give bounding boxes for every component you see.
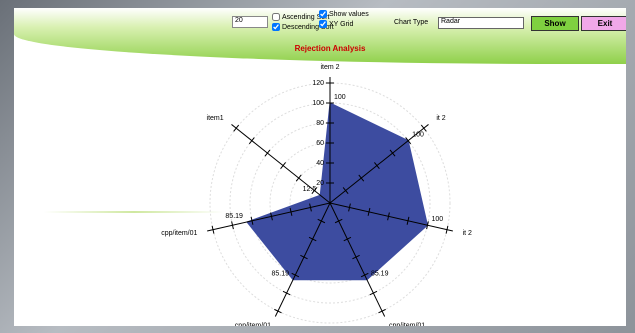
checkbox-label: Descending Sort bbox=[282, 23, 334, 31]
axis-label: item 2 bbox=[320, 64, 339, 71]
tick-mark bbox=[250, 216, 254, 225]
tick-mark bbox=[378, 308, 386, 314]
tick-mark bbox=[317, 218, 326, 224]
tick-mark bbox=[387, 212, 390, 221]
tick-mark bbox=[367, 207, 371, 216]
axis-label: cpp/item/01 bbox=[235, 322, 271, 326]
tick-mark bbox=[280, 162, 286, 170]
exit-button[interactable]: Exit bbox=[581, 16, 626, 31]
tick-mark bbox=[282, 290, 291, 296]
tick-mark bbox=[270, 212, 273, 221]
tick-mark bbox=[374, 162, 380, 170]
checkbox-label: Show values bbox=[329, 10, 369, 18]
xy-grid[interactable]: XY Grid bbox=[319, 20, 353, 28]
descending-sort[interactable]: Descending Sort bbox=[272, 23, 334, 31]
checkbox[interactable] bbox=[319, 10, 327, 18]
tick-mark bbox=[426, 221, 429, 230]
checkbox-label: XY Grid bbox=[329, 20, 354, 28]
chart-type-label: Chart Type bbox=[394, 19, 429, 26]
r-tick-label: 40 bbox=[316, 160, 324, 167]
tick-mark bbox=[248, 137, 255, 145]
tick-mark bbox=[406, 216, 410, 225]
show-button[interactable]: Show bbox=[531, 16, 579, 31]
axis-line bbox=[207, 202, 331, 232]
axis-line bbox=[231, 124, 331, 204]
r-tick-label: 80 bbox=[316, 120, 324, 127]
r-tick-label: 100 bbox=[312, 100, 324, 107]
tick-mark bbox=[291, 272, 300, 278]
tick-mark bbox=[358, 174, 365, 182]
tick-mark bbox=[231, 221, 234, 230]
tick-mark bbox=[274, 308, 282, 314]
tick-mark bbox=[445, 225, 449, 234]
decor-line bbox=[44, 211, 224, 213]
value-label: 85.19 bbox=[371, 271, 389, 278]
tick-mark bbox=[308, 236, 317, 242]
tick-mark bbox=[233, 124, 240, 132]
axis-label: it 2 bbox=[436, 115, 445, 122]
show-values[interactable]: Show values bbox=[319, 10, 369, 18]
axis-label: item1 bbox=[207, 115, 224, 122]
tick-mark bbox=[405, 137, 412, 145]
tick-mark bbox=[348, 203, 351, 212]
axis-line bbox=[329, 202, 386, 317]
tick-mark bbox=[420, 124, 427, 132]
tick-mark bbox=[352, 254, 360, 260]
value-label: 100 bbox=[431, 216, 443, 223]
tick-mark bbox=[343, 236, 352, 242]
tick-mark bbox=[309, 203, 312, 212]
r-tick-label: 20 bbox=[316, 180, 324, 187]
value-label: 85.19 bbox=[225, 213, 243, 220]
tick-mark bbox=[289, 207, 293, 216]
tick-mark bbox=[295, 174, 302, 182]
r-tick-label: 120 bbox=[312, 80, 324, 87]
grid-circle bbox=[229, 102, 431, 304]
tick-mark bbox=[389, 149, 396, 157]
value-label: 100 bbox=[334, 94, 346, 101]
axis-line bbox=[274, 202, 331, 317]
axis-line bbox=[329, 202, 453, 232]
tick-mark bbox=[360, 272, 369, 278]
tick-mark bbox=[264, 149, 271, 157]
checkbox-label: Ascending Sort bbox=[282, 13, 330, 21]
checkbox[interactable] bbox=[272, 13, 280, 21]
axis-label: cpp/item/01 bbox=[389, 322, 425, 326]
value-label: 100 bbox=[412, 131, 424, 138]
value-label: 12.5 bbox=[303, 186, 317, 193]
value-label: 85.19 bbox=[272, 271, 290, 278]
tick-mark bbox=[369, 290, 378, 296]
tick-mark bbox=[342, 187, 349, 194]
count-input[interactable]: 20 bbox=[232, 16, 268, 28]
r-tick-label: 60 bbox=[316, 140, 324, 147]
axis-line bbox=[329, 124, 429, 204]
checkbox[interactable] bbox=[319, 20, 327, 28]
ascending-sort[interactable]: Ascending Sort bbox=[272, 13, 329, 21]
axis-label: cpp/item/01 bbox=[161, 230, 197, 237]
chart: Rejection Analysis 20 40 60 80 100 120 item 2 1… bbox=[161, 44, 472, 326]
app-window: 20 Ascending Sort Descending Sort Show v… bbox=[14, 8, 626, 326]
chart-title: Rejection Analysis bbox=[295, 44, 366, 53]
chart-type-select[interactable]: Radar bbox=[438, 17, 524, 29]
tick-mark bbox=[211, 225, 215, 234]
checkbox[interactable] bbox=[272, 23, 280, 31]
radar-area bbox=[246, 102, 429, 281]
tick-mark bbox=[300, 254, 308, 260]
tick-mark bbox=[334, 218, 343, 224]
tick-mark bbox=[311, 187, 318, 194]
axis-label: it 2 bbox=[463, 230, 472, 237]
